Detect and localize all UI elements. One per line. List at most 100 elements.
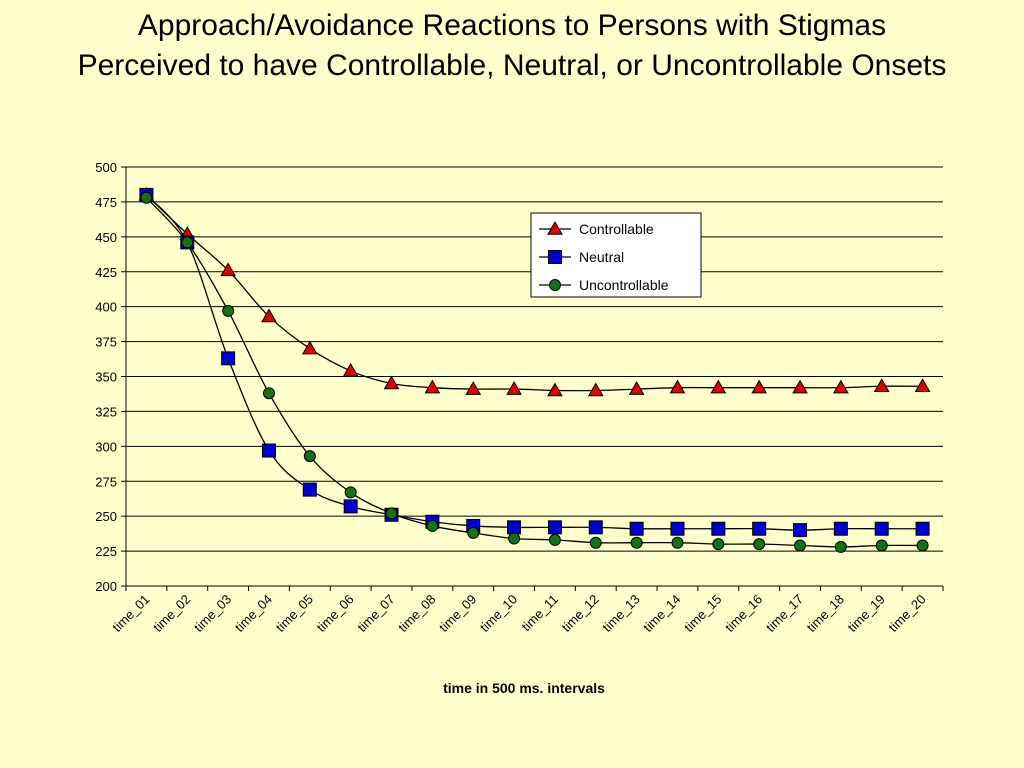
legend-label-uncontrollable: Uncontrollable	[579, 277, 669, 293]
data-point-controllable	[833, 379, 849, 394]
data-point-controllable	[383, 375, 400, 390]
data-point-uncontrollable	[875, 539, 888, 552]
x-tick-label: time_09	[436, 592, 479, 635]
gridlines	[126, 166, 943, 552]
title-line-2: Perceived to have Controllable, Neutral,…	[77, 49, 947, 82]
x-tick-label: time_18	[804, 592, 847, 635]
data-point-neutral	[343, 499, 358, 514]
data-point-uncontrollable	[222, 304, 235, 317]
x-tick-label: time_08	[395, 592, 438, 635]
data-point-controllable	[301, 340, 318, 355]
slide-title: Approach/Avoidance Reactions to Persons …	[0, 6, 1024, 86]
data-point-uncontrollable	[140, 191, 153, 204]
data-point-uncontrollable	[548, 533, 561, 546]
data-point-uncontrollable	[589, 536, 602, 549]
legend: Controllable Neutral Uncontrollable	[530, 212, 702, 298]
data-point-neutral	[221, 351, 236, 366]
x-tick-label: time_12	[559, 592, 602, 635]
legend-marker-neutral	[548, 250, 562, 264]
y-tick-label: 400	[95, 300, 117, 315]
data-point-controllable	[261, 308, 277, 323]
data-point-neutral	[629, 521, 644, 536]
data-point-controllable	[628, 381, 645, 395]
data-point-neutral	[833, 521, 848, 536]
x-tick-label: time_20	[885, 592, 928, 635]
data-point-controllable	[792, 379, 808, 394]
data-point-controllable	[587, 382, 604, 397]
data-point-uncontrollable	[712, 538, 725, 551]
y-tick-label: 450	[95, 230, 117, 245]
x-tick-label: time_14	[640, 592, 683, 635]
data-point-uncontrollable	[344, 486, 357, 499]
data-point-neutral	[547, 520, 562, 535]
legend-marker-controllable	[547, 220, 563, 235]
data-point-uncontrollable	[262, 387, 275, 400]
data-point-neutral	[752, 521, 767, 536]
data-point-neutral	[711, 521, 726, 536]
data-point-controllable	[669, 379, 686, 394]
y-tick-label: 325	[95, 404, 117, 419]
data-point-neutral	[793, 523, 808, 538]
y-tick-label: 200	[95, 579, 117, 594]
data-point-uncontrollable	[834, 540, 847, 553]
x-tick-label: time_05	[273, 592, 316, 635]
legend-marker-uncontrollable	[549, 279, 561, 291]
x-tick-label: time_15	[681, 592, 724, 635]
data-point-uncontrollable	[303, 450, 316, 463]
data-point-controllable	[342, 362, 359, 377]
y-axis-ticks: 200 225 250 275 300 325 350 375 400 425 450 475 500	[95, 160, 126, 594]
y-tick-label: 225	[95, 544, 117, 559]
y-tick-label: 275	[95, 474, 117, 489]
data-point-controllable	[751, 379, 768, 394]
x-axis-ticks: time_01time_02time_03time_04time_05time_…	[109, 586, 944, 635]
y-tick-label: 350	[95, 370, 117, 385]
legend-label-neutral: Neutral	[579, 249, 624, 265]
y-tick-label: 375	[95, 335, 117, 350]
y-tick-label: 250	[95, 509, 117, 524]
series-controllable	[138, 186, 931, 397]
data-point-controllable	[873, 378, 890, 393]
x-tick-label: time_19	[845, 592, 888, 635]
data-point-uncontrollable	[508, 532, 521, 545]
data-point-uncontrollable	[671, 536, 684, 549]
x-tick-label: time_10	[477, 592, 520, 635]
data-point-uncontrollable	[794, 539, 807, 552]
data-point-uncontrollable	[753, 538, 766, 551]
y-tick-label: 425	[95, 265, 117, 280]
x-tick-label: time_13	[599, 592, 642, 635]
y-tick-label: 300	[95, 439, 117, 454]
data-point-neutral	[507, 520, 522, 535]
y-tick-label: 475	[95, 195, 117, 210]
x-tick-label: time_03	[191, 592, 234, 635]
data-point-neutral	[670, 521, 685, 536]
y-tick-label: 500	[95, 160, 117, 175]
legend-label-controllable: Controllable	[579, 221, 654, 237]
data-point-controllable	[506, 381, 522, 395]
data-point-uncontrollable	[916, 539, 929, 552]
data-point-uncontrollable	[467, 526, 480, 539]
data-point-neutral	[588, 520, 603, 535]
data-point-controllable	[547, 382, 563, 397]
x-axis-label: time in 500 ms. intervals	[443, 680, 605, 696]
data-point-neutral	[302, 482, 317, 497]
x-tick-label: time_04	[232, 592, 275, 635]
data-point-uncontrollable	[630, 536, 643, 549]
data-point-uncontrollable	[181, 236, 194, 249]
data-point-neutral	[874, 521, 889, 536]
x-tick-label: time_17	[763, 592, 806, 635]
data-point-uncontrollable	[385, 507, 398, 520]
x-tick-label: time_02	[150, 592, 193, 635]
series-uncontrollable	[140, 191, 929, 553]
x-tick-label: time_07	[354, 592, 397, 635]
data-point-controllable	[424, 379, 441, 394]
title-line-1: Approach/Avoidance Reactions to Persons …	[137, 9, 887, 42]
data-point-controllable	[710, 379, 727, 394]
x-tick-label: time_16	[722, 592, 765, 635]
x-tick-label: time_06	[313, 592, 356, 635]
data-point-controllable	[220, 262, 236, 277]
data-point-controllable	[465, 381, 482, 395]
data-point-neutral	[261, 443, 276, 458]
series-neutral	[139, 187, 930, 538]
data-point-neutral	[915, 521, 930, 536]
